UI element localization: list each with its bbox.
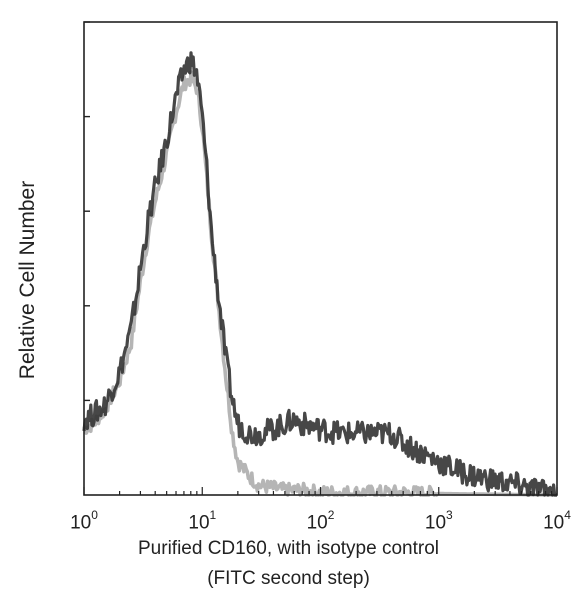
- x-tick-exponent: 0: [91, 508, 98, 522]
- x-tick-base: 10: [424, 512, 447, 534]
- y-axis-label-wrap: Relative Cell Number: [8, 90, 48, 470]
- x-tick-base: 10: [70, 512, 92, 534]
- y-axis-label: Relative Cell Number: [16, 180, 39, 380]
- series-layer: [82, 51, 558, 497]
- x-tick-label: 100: [70, 508, 98, 534]
- x-tick-exponent: 4: [564, 508, 571, 522]
- x-tick-base: 10: [543, 512, 565, 534]
- x-tick-exponent: 2: [327, 508, 335, 522]
- x-tick-exponent: 1: [209, 508, 217, 522]
- x-axis-label-line2: (FITC second step): [207, 568, 370, 589]
- x-tick-label: 102: [306, 508, 335, 534]
- series-line-2: [82, 51, 558, 497]
- x-axis-label: Purified CD160, with isotype control: [138, 538, 439, 559]
- plot-frame: [83, 21, 558, 496]
- x-tick-label: 101: [188, 508, 217, 534]
- axes-layer: [83, 21, 558, 496]
- x-tick-label: 103: [424, 508, 453, 534]
- x-tick-exponent: 3: [446, 508, 453, 522]
- x-tick-label: 104: [543, 508, 571, 534]
- x-tick-base: 10: [306, 512, 328, 534]
- x-tick-base: 10: [188, 512, 210, 534]
